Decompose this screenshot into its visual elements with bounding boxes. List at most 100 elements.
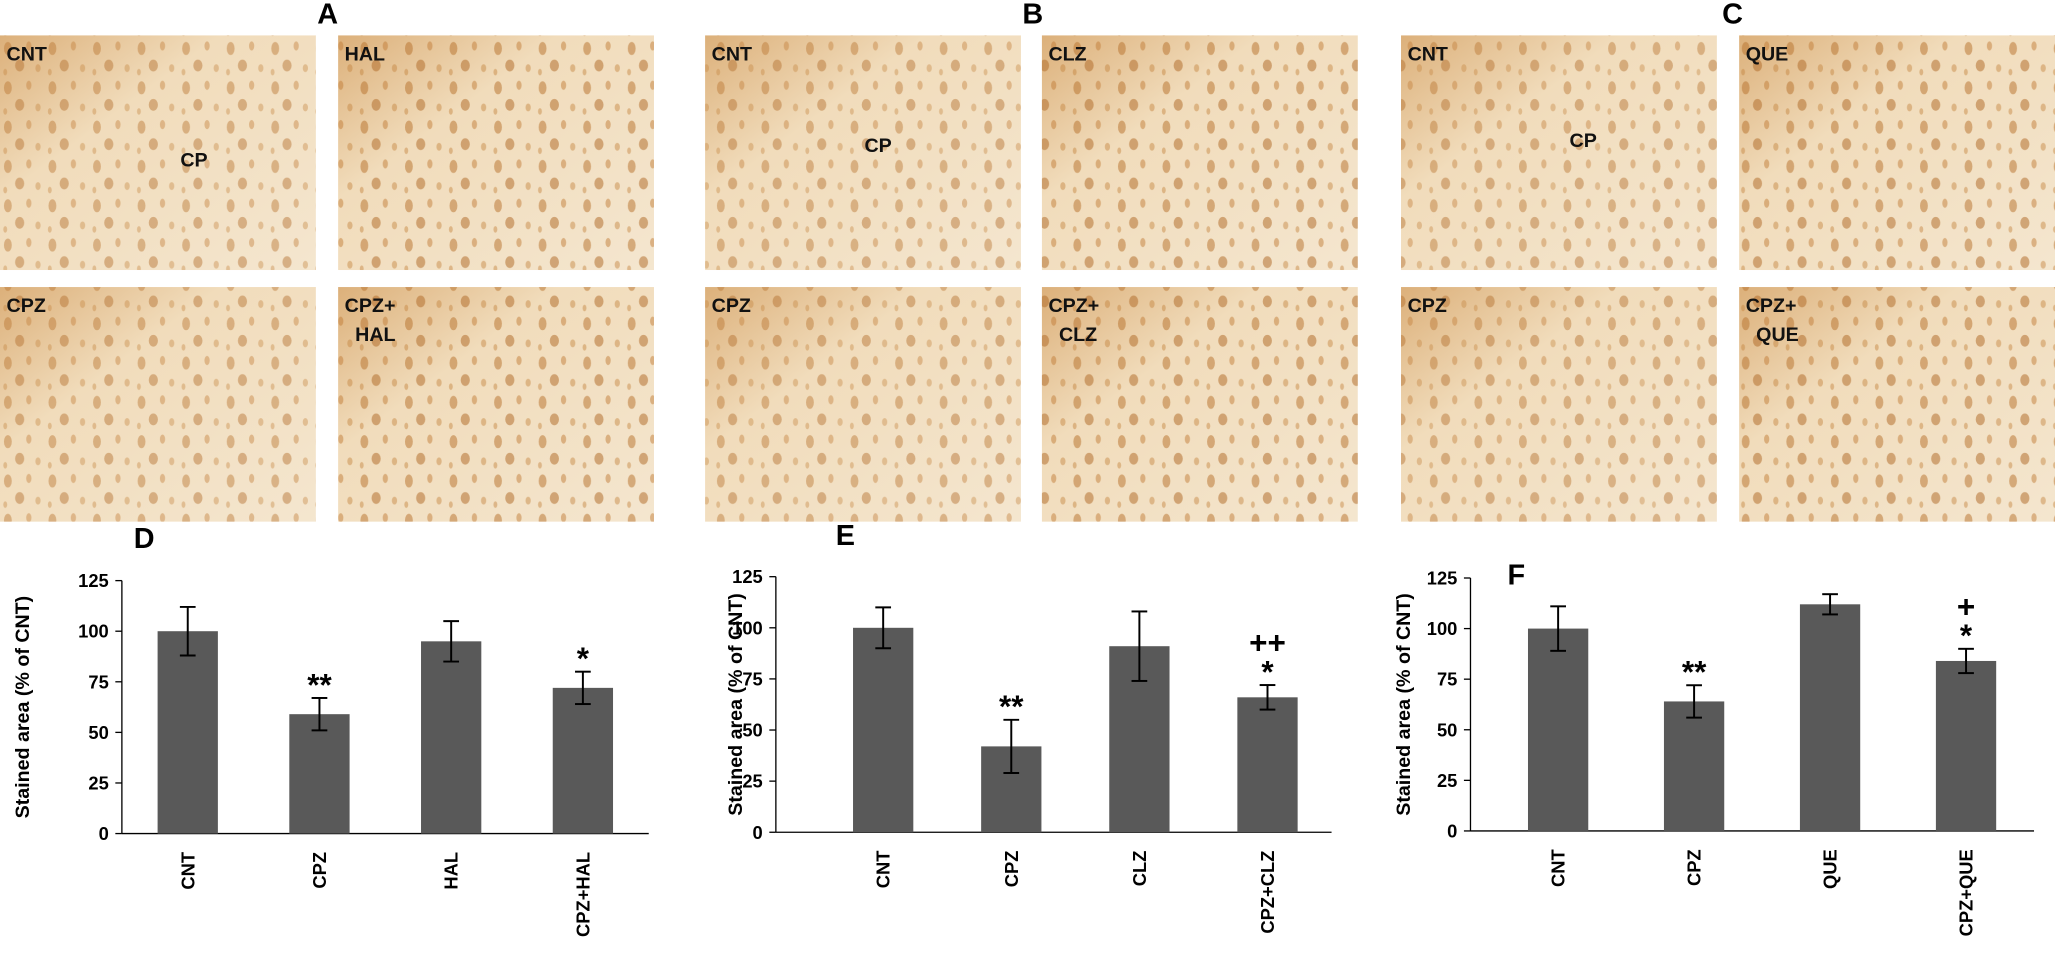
micrograph-bundles [1739, 287, 2055, 522]
bar [289, 714, 350, 834]
y-tick-label: 50 [1437, 719, 1457, 740]
micrograph-bundles [338, 287, 654, 522]
bar [1527, 628, 1589, 831]
significance-marker: ** [999, 689, 1024, 724]
panel-letter: A [317, 0, 338, 31]
x-tick-label: CPZ+HAL [572, 852, 593, 937]
x-tick-label: CPZ [1001, 851, 1022, 888]
micrograph [1041, 35, 1358, 271]
bar [421, 641, 482, 834]
panel-letter: C [1722, 0, 1743, 31]
y-tick-label: 0 [1447, 820, 1457, 841]
micrograph-bundles [0, 35, 316, 271]
significance-marker: ** [307, 667, 332, 702]
bar [1935, 660, 1997, 831]
significance-marker: * [1960, 618, 1973, 653]
micrograph [338, 287, 654, 522]
tile-label: CNT [7, 43, 47, 65]
tile-label: CNT [1408, 43, 1448, 65]
significance-marker: + [1957, 589, 1975, 624]
micrograph [338, 35, 654, 271]
micrograph [1401, 35, 1717, 271]
tile-label: CPZ+ [1048, 295, 1099, 317]
micrograph-bundles [1041, 35, 1358, 271]
bar [157, 631, 218, 834]
chart-letter: D [134, 523, 155, 555]
micrograph-bundles [1401, 287, 1717, 522]
tile-label: CPZ+ [345, 295, 396, 317]
micrograph [1739, 35, 2055, 271]
bar [552, 687, 614, 834]
y-tick-label: 125 [78, 570, 109, 591]
micrograph [0, 35, 316, 271]
region-label: CP [180, 149, 207, 171]
significance-marker: ++ [1249, 626, 1286, 661]
y-axis-label: Stained area (% of CNT) [12, 596, 34, 819]
bar [1663, 701, 1725, 831]
y-tick-label: 125 [732, 566, 763, 587]
tile-label: QUE [1756, 324, 1799, 346]
significance-marker: * [577, 641, 590, 676]
y-tick-label: 50 [88, 722, 108, 743]
tile-label: CLZ [1059, 324, 1097, 346]
chart-letter: E [836, 520, 855, 552]
bar [1237, 697, 1298, 833]
micrograph-bundles [705, 287, 1021, 522]
micrograph [0, 287, 316, 522]
tile-label: CPZ [712, 295, 751, 317]
x-tick-label: CPZ+CLZ [1257, 851, 1278, 934]
micrograph-bundles [1041, 287, 1358, 522]
x-tick-label: CNT [1548, 849, 1569, 887]
micrograph [1739, 287, 2055, 522]
bar [1799, 604, 1861, 831]
x-tick-label: CNT [873, 851, 894, 889]
x-tick-label: CLZ [1129, 851, 1150, 887]
significance-marker: ** [1682, 655, 1707, 690]
tile-label: CPZ [7, 295, 46, 317]
y-tick-label: 25 [742, 771, 762, 792]
micrograph-bundles [0, 287, 316, 522]
micrograph [1041, 287, 1358, 522]
micrograph-bundles [705, 35, 1021, 271]
y-tick-label: 100 [78, 621, 109, 642]
micrograph-bundles [338, 35, 654, 271]
y-tick-label: 25 [1437, 770, 1457, 791]
y-tick-label: 0 [99, 823, 109, 844]
y-tick-label: 125 [1427, 568, 1458, 589]
y-tick-label: 100 [1427, 618, 1458, 639]
significance-marker: * [1261, 654, 1274, 689]
y-tick-label: 75 [1437, 669, 1457, 690]
panel-letter: B [1022, 0, 1043, 31]
y-tick-label: 50 [742, 720, 762, 741]
x-tick-label: HAL [441, 852, 462, 890]
x-tick-label: CNT [177, 852, 198, 890]
tile-label: QUE [1746, 43, 1789, 65]
bar [853, 627, 914, 833]
micrograph [1401, 287, 1717, 522]
x-tick-label: QUE [1820, 849, 1841, 889]
y-tick-label: 75 [88, 671, 108, 692]
x-tick-label: CPZ [1684, 849, 1705, 886]
y-axis-label: Stained area (% of CNT) [725, 593, 747, 816]
micrograph [705, 35, 1021, 271]
micrograph-bundles [1739, 35, 2055, 271]
y-tick-label: 100 [732, 617, 763, 638]
y-tick-label: 0 [753, 822, 763, 843]
micrograph-bundles [1401, 35, 1717, 271]
micrograph [705, 287, 1021, 522]
chart-letter: F [1508, 560, 1526, 592]
tile-label: CNT [712, 43, 752, 65]
region-label: CP [1570, 130, 1597, 152]
tile-label: CLZ [1048, 43, 1086, 65]
tile-label: CPZ [1408, 295, 1447, 317]
y-tick-label: 75 [742, 668, 762, 689]
tile-label: HAL [345, 43, 385, 65]
tile-label: CPZ+ [1746, 295, 1797, 317]
region-label: CP [864, 135, 891, 157]
y-tick-label: 25 [88, 773, 108, 794]
tile-label: HAL [355, 324, 395, 346]
x-tick-label: CPZ+QUE [1956, 849, 1977, 936]
x-tick-label: CPZ [309, 852, 330, 889]
